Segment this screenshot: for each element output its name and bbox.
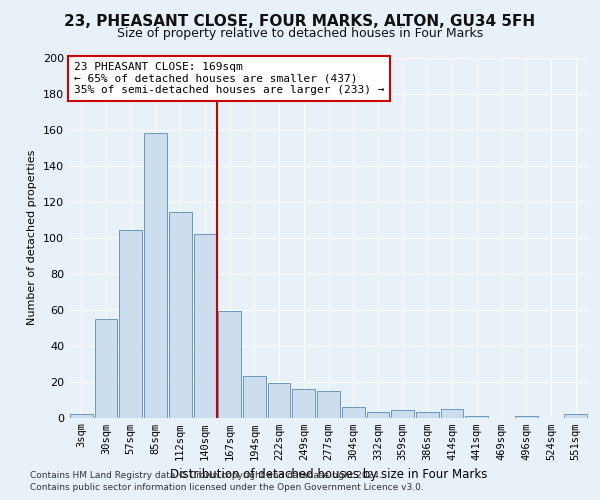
Bar	[564, 414, 587, 418]
X-axis label: Distribution of detached houses by size in Four Marks: Distribution of detached houses by size …	[170, 468, 487, 481]
Bar	[119, 230, 142, 418]
Bar	[243, 376, 266, 418]
Bar	[317, 390, 340, 417]
Bar	[144, 133, 167, 418]
Bar	[515, 416, 538, 418]
Bar	[466, 416, 488, 418]
Bar	[70, 414, 93, 418]
Text: 23, PHEASANT CLOSE, FOUR MARKS, ALTON, GU34 5FH: 23, PHEASANT CLOSE, FOUR MARKS, ALTON, G…	[64, 14, 536, 29]
Bar	[194, 234, 216, 418]
Bar	[342, 406, 365, 418]
Bar	[95, 318, 118, 418]
Text: Contains HM Land Registry data © Crown copyright and database right 2024.: Contains HM Land Registry data © Crown c…	[30, 471, 382, 480]
Text: 23 PHEASANT CLOSE: 169sqm
← 65% of detached houses are smaller (437)
35% of semi: 23 PHEASANT CLOSE: 169sqm ← 65% of detac…	[74, 62, 385, 95]
Bar	[169, 212, 191, 418]
Y-axis label: Number of detached properties: Number of detached properties	[28, 150, 37, 325]
Bar	[292, 388, 315, 418]
Text: Contains public sector information licensed under the Open Government Licence v3: Contains public sector information licen…	[30, 483, 424, 492]
Bar	[367, 412, 389, 418]
Bar	[416, 412, 439, 418]
Bar	[441, 408, 463, 418]
Bar	[218, 312, 241, 418]
Text: Size of property relative to detached houses in Four Marks: Size of property relative to detached ho…	[117, 28, 483, 40]
Bar	[268, 384, 290, 418]
Bar	[391, 410, 414, 418]
